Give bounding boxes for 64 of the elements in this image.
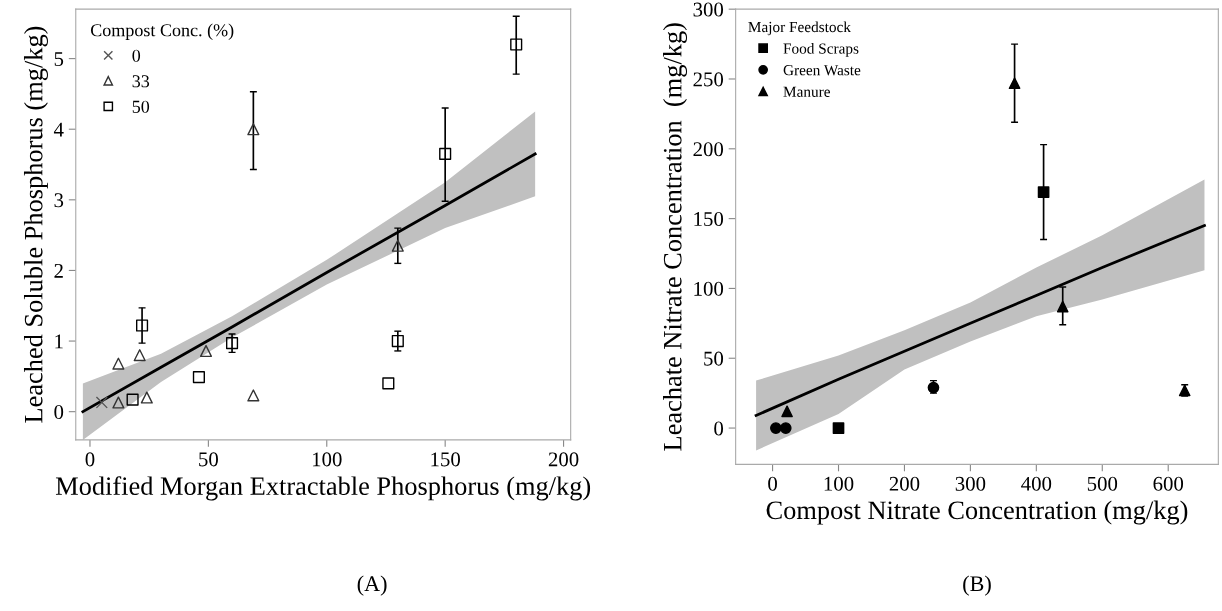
point bbox=[770, 422, 782, 434]
legend-label: Food Scraps bbox=[783, 42, 859, 57]
y-tick-label: 300 bbox=[693, 2, 724, 17]
text: (B) bbox=[963, 575, 991, 596]
point bbox=[95, 396, 108, 409]
x-axis-title: Modified Morgan Extractable Phosphorus (mg/kg) bbox=[55, 476, 591, 501]
legend-title: Compost Conc. (%) bbox=[90, 23, 234, 40]
x-tick-label: 400 bbox=[1021, 476, 1052, 491]
point bbox=[112, 357, 125, 370]
x-tick-label: 150 bbox=[431, 452, 460, 467]
point bbox=[1037, 186, 1050, 198]
legend-label: 0 bbox=[132, 49, 141, 62]
y-tick-label: 4 bbox=[53, 122, 64, 137]
y-tick-label: 200 bbox=[693, 142, 724, 157]
text: (A) bbox=[357, 575, 387, 596]
y-tick-label: 100 bbox=[694, 281, 724, 296]
x-tick-label: 100 bbox=[312, 452, 342, 467]
legend-label: 50 bbox=[132, 100, 150, 113]
line-series bbox=[81, 152, 537, 414]
x-axis-title: Compost Nitrate Concentration (mg/kg) bbox=[766, 500, 1188, 525]
x-tick-label: 600 bbox=[1153, 476, 1184, 491]
point bbox=[247, 389, 260, 402]
x-tick-label: 300 bbox=[955, 476, 986, 491]
point bbox=[391, 239, 404, 252]
x-tick-label: 200 bbox=[889, 476, 920, 491]
point bbox=[192, 370, 205, 384]
point bbox=[1008, 77, 1021, 90]
point bbox=[391, 334, 404, 348]
point bbox=[133, 349, 146, 362]
point bbox=[439, 147, 452, 161]
legend-label: Manure bbox=[783, 86, 830, 97]
y-tick-label: 5 bbox=[54, 52, 64, 67]
y-tick-label: 50 bbox=[704, 351, 724, 366]
point bbox=[140, 391, 153, 404]
y-tick-label: 0 bbox=[54, 405, 64, 420]
x-tick-label: 100 bbox=[824, 476, 854, 491]
x-tick-label: 200 bbox=[548, 452, 579, 467]
point bbox=[781, 405, 793, 418]
point bbox=[382, 377, 395, 390]
y-axis-title: Leachate Nitrate Concentration (mg/kg) bbox=[663, 23, 688, 451]
y-axis-title: Leached Soluble Phosphorus (mg/kg) bbox=[23, 26, 48, 423]
y-tick-label: 0 bbox=[714, 421, 724, 436]
legend-label: 33 bbox=[132, 75, 150, 88]
point bbox=[1056, 300, 1069, 313]
point bbox=[832, 422, 845, 434]
y-tick-label: 3 bbox=[54, 193, 64, 208]
point bbox=[112, 396, 125, 409]
point bbox=[247, 123, 260, 136]
y-tick-label: 250 bbox=[693, 72, 724, 87]
y-tick-label: 1 bbox=[55, 334, 63, 349]
x-tick-label: 0 bbox=[85, 452, 95, 467]
legend-label: Green Waste bbox=[783, 65, 861, 76]
legend-title: Major Feedstock bbox=[748, 21, 851, 36]
point bbox=[135, 319, 149, 332]
y-tick-label: 150 bbox=[694, 211, 724, 227]
x-tick-label: 50 bbox=[199, 452, 218, 467]
x-tick-label: 0 bbox=[768, 476, 777, 491]
point bbox=[199, 344, 213, 358]
line-series bbox=[754, 224, 1206, 417]
x-tick-label: 500 bbox=[1087, 476, 1118, 491]
y-tick-label: 2 bbox=[54, 263, 63, 278]
point bbox=[126, 393, 139, 406]
point bbox=[510, 38, 523, 51]
point bbox=[225, 337, 239, 350]
